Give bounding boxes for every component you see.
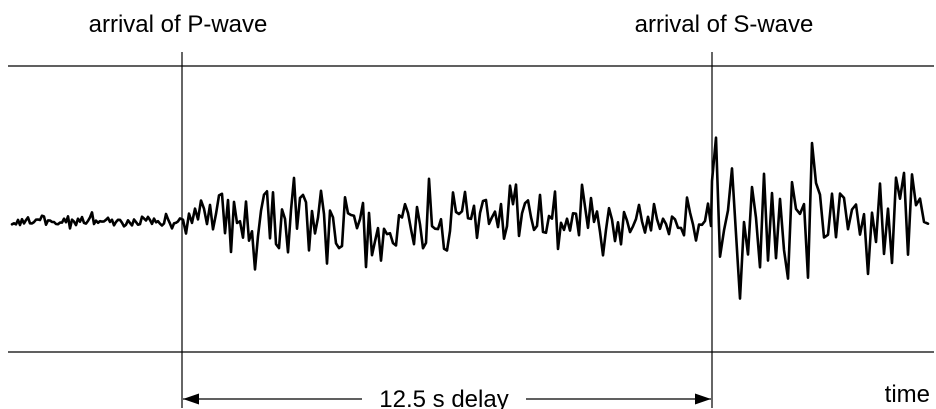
delay-arrowhead-right [695, 393, 711, 405]
p-wave-label: arrival of P-wave [89, 11, 268, 38]
seismogram-trace [10, 136, 930, 300]
delay-arrowhead-left [183, 393, 199, 405]
delay-label: 12.5 s delay [379, 386, 508, 409]
time-axis-label: time [885, 381, 930, 408]
s-wave-label: arrival of S-wave [635, 11, 814, 38]
